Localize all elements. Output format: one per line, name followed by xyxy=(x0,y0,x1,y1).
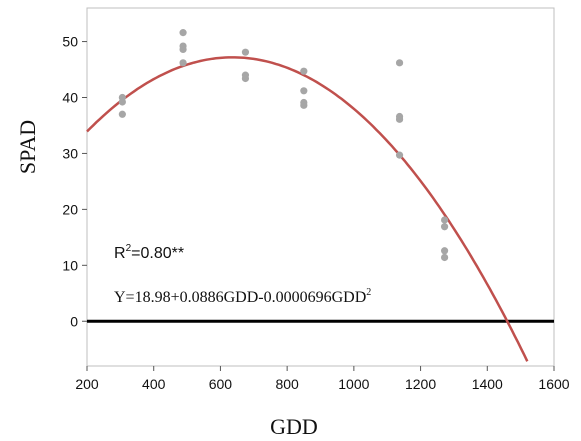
y-tick-label: 10 xyxy=(62,257,78,273)
data-point xyxy=(440,223,449,231)
data-point xyxy=(241,48,250,56)
y-tick-label: 20 xyxy=(62,201,78,217)
data-point xyxy=(118,110,126,118)
x-axis-ticks: 200 400 600 800 1000 1200 1400 1600 xyxy=(75,366,570,392)
y-tick-label: 40 xyxy=(62,90,78,106)
x-axis-title: GDD xyxy=(270,414,318,439)
data-point xyxy=(241,74,250,83)
quadratic-fit-curve xyxy=(86,56,529,362)
regression-equation: Y=18.98+0.0886GDD-0.0000696GDD2 xyxy=(114,287,371,306)
y-tick-label: 30 xyxy=(62,145,78,161)
data-point xyxy=(179,29,187,37)
data-point xyxy=(440,247,449,255)
x-tick-label: 1000 xyxy=(338,376,369,392)
x-tick-label: 1200 xyxy=(405,376,436,392)
y-axis-ticks: 0 10 20 30 40 50 xyxy=(62,34,87,329)
x-tick-label: 200 xyxy=(75,376,99,392)
data-point xyxy=(179,45,187,53)
data-point xyxy=(300,67,308,75)
y-tick-label: 0 xyxy=(70,313,78,329)
plot-frame xyxy=(86,7,555,367)
x-tick-label: 1400 xyxy=(472,376,503,392)
data-point xyxy=(440,216,449,224)
x-tick-label: 600 xyxy=(209,376,233,392)
data-point xyxy=(395,151,404,159)
y-axis-title: SPAD xyxy=(15,120,40,174)
data-point xyxy=(179,59,187,67)
x-tick-label: 400 xyxy=(142,376,166,392)
y-tick-label: 50 xyxy=(62,34,78,50)
data-point xyxy=(118,98,126,106)
r2-annotation: R2=0.80** xyxy=(114,243,184,262)
x-tick-label: 1600 xyxy=(538,376,569,392)
data-point xyxy=(395,115,404,123)
data-points xyxy=(118,29,449,262)
data-point xyxy=(440,253,449,262)
data-point xyxy=(395,59,404,67)
data-point xyxy=(300,101,308,109)
x-tick-label: 800 xyxy=(275,376,299,392)
data-point xyxy=(300,87,308,95)
